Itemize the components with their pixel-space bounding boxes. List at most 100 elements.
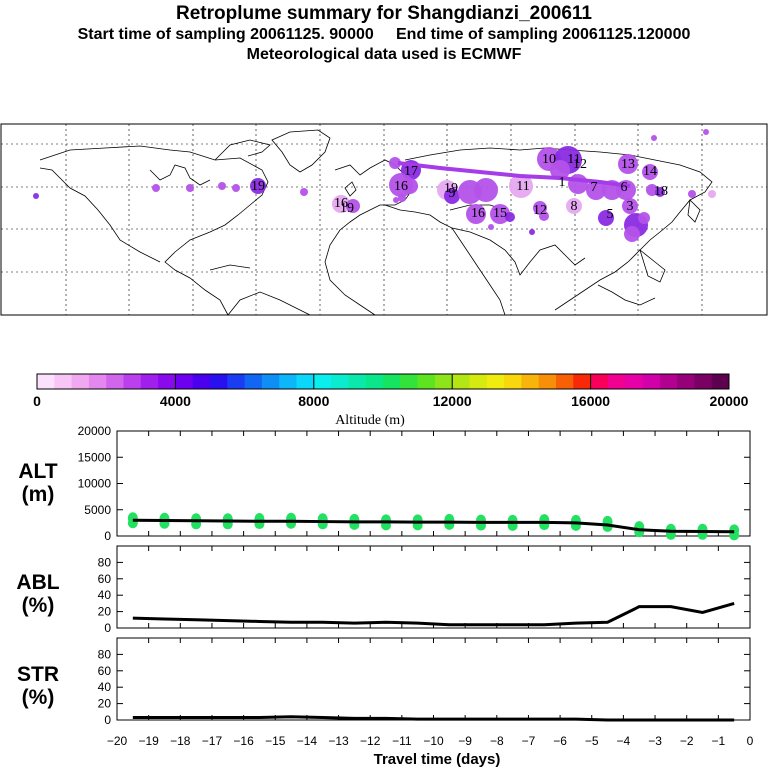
panel-unit-label: (%) [22, 686, 55, 709]
cluster-label: 19 [251, 179, 265, 194]
colorbar-swatch [590, 374, 609, 389]
plume-track [397, 161, 631, 188]
plume-cluster-dot [708, 190, 716, 198]
x-tick-label: −17 [202, 734, 223, 748]
colorbar-swatch [106, 374, 124, 389]
cluster-label: 6 [621, 180, 628, 195]
x-tick-label: −15 [265, 734, 286, 748]
cluster-label: 8 [571, 199, 578, 214]
plume-cluster-dot [566, 198, 582, 214]
colorbar-swatch [625, 374, 643, 389]
colorbar-tick-label: 12000 [433, 393, 472, 409]
colorbar-swatch [261, 374, 280, 389]
x-tick-label: −4 [617, 734, 631, 748]
x-tick-label: −13 [328, 734, 349, 748]
plume-cluster-dot [624, 226, 640, 242]
panel-unit-label: (%) [22, 594, 55, 617]
plume-cluster-dot [646, 184, 658, 196]
colorbar-swatch [54, 374, 73, 389]
colorbar-swatch [469, 374, 488, 389]
plume-cluster-dot [598, 210, 614, 226]
x-tick-label: −8 [490, 734, 504, 748]
colorbar-swatch [158, 374, 176, 389]
cluster-label: 12 [533, 203, 547, 218]
plume-cluster-dot [539, 211, 549, 221]
colorbar-tick-label: 4000 [160, 393, 191, 409]
plume-cluster-dot [703, 129, 709, 135]
plume-cluster-dot [655, 187, 665, 197]
plume-cluster-dot [568, 174, 588, 194]
y-tick-label: 0 [104, 713, 111, 727]
plume-cluster-dot [688, 190, 696, 198]
colorbar-swatch [244, 374, 263, 389]
plume-cluster-dot [346, 199, 360, 213]
x-tick-label: −9 [458, 734, 472, 748]
colorbar-swatch [659, 374, 678, 389]
colorbar-swatch [677, 374, 695, 389]
y-tick-label: 0 [104, 621, 111, 635]
cluster-label: 1 [559, 175, 566, 190]
panel-unit-label: (m) [22, 483, 55, 506]
panel-label: ALT [18, 460, 57, 483]
panel-frame [116, 637, 751, 721]
colorbar-swatch [123, 374, 142, 389]
colorbar-swatch [279, 374, 297, 389]
plume-cluster-dot [490, 204, 510, 224]
cluster-label: 19 [340, 201, 354, 216]
panel-abl: 0 20 40 60 80 ABL(%) [16, 545, 751, 635]
colorbar-swatch [331, 374, 349, 389]
y-tick-label: 60 [98, 664, 112, 678]
panel-alt: 0 5000 10000 15000 20000 ALT(m) [18, 424, 751, 543]
plume-cluster-dot [466, 204, 486, 224]
y-tick-label: 5000 [84, 503, 111, 517]
cluster-label: 18 [654, 184, 668, 199]
plume-cluster-dot [474, 178, 498, 202]
cluster-label: 12 [573, 157, 587, 172]
plume-cluster-dot [529, 229, 535, 235]
plume-cluster-dot [488, 224, 494, 230]
colorbar-swatch [175, 374, 194, 389]
colorbar-swatch [556, 374, 574, 389]
cluster-label: 7 [591, 180, 598, 195]
plume-cluster-dot [505, 212, 515, 222]
colorbar-swatch [607, 374, 626, 389]
time-series-panels: 05000100001500020000ALT(m)020406080ABL(%… [16, 424, 753, 748]
plume-cluster-dot [33, 193, 39, 199]
cluster-label: 15 [493, 206, 507, 221]
coastlines [39, 129, 713, 316]
plume-cluster-dot [218, 182, 226, 190]
plume-cluster-dot [509, 174, 533, 198]
cluster-label: 16 [394, 179, 408, 194]
altitude-colorbar: 0 4000 8000 12000 16000 20000 [33, 373, 749, 409]
panel-label: ABL [16, 571, 59, 594]
y-tick-label: 40 [98, 680, 112, 694]
colorbar-swatch [538, 374, 557, 389]
plume-cluster-dot [186, 184, 194, 192]
plume-cluster-dot [550, 160, 570, 180]
plume-cluster-dot [586, 180, 606, 200]
colorbar-swatch [88, 374, 107, 389]
y-tick-label: 20 [98, 605, 112, 619]
altitude-median-line [132, 518, 735, 534]
sampling-time-text: Start time of sampling 20061125. 90000 E… [77, 26, 691, 43]
y-tick-label: 20000 [78, 424, 112, 438]
colorbar-swatch [71, 374, 90, 389]
x-tick-label: −7 [522, 734, 536, 748]
colorbar-swatch [348, 374, 367, 389]
cluster-label: 16 [334, 196, 348, 211]
y-tick-label: 40 [98, 588, 112, 602]
x-tick-label: −19 [138, 734, 159, 748]
x-tick-label: −10 [423, 734, 444, 748]
cluster-label: 17 [404, 164, 418, 179]
plume-cluster-dot [618, 154, 638, 174]
colorbar-swatch [227, 374, 246, 389]
plume-cluster-dot [402, 178, 418, 194]
plume-cluster-dot [398, 194, 406, 202]
plume-cluster-dot [389, 157, 401, 169]
x-axis-label: Travel time (days) [374, 751, 501, 768]
y-tick-label: 0 [104, 529, 111, 543]
y-tick-label: 60 [98, 572, 112, 586]
x-tick-label: −11 [392, 734, 412, 748]
